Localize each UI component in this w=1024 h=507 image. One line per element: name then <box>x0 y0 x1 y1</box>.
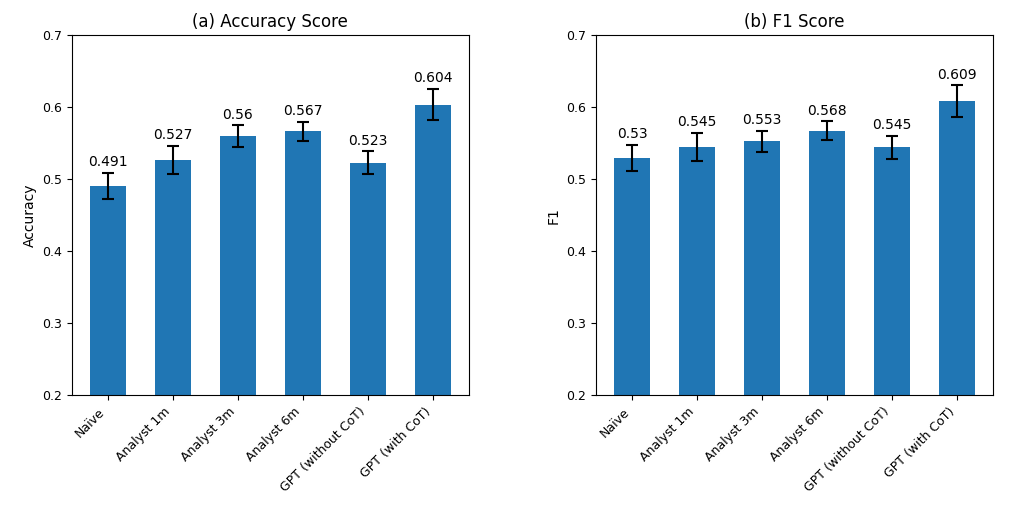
Text: 0.53: 0.53 <box>616 127 647 141</box>
Text: 0.545: 0.545 <box>677 115 717 129</box>
Bar <box>809 130 845 507</box>
Bar <box>155 160 190 507</box>
Y-axis label: Accuracy: Accuracy <box>23 184 37 247</box>
Title: (b) F1 Score: (b) F1 Score <box>744 13 845 31</box>
Bar <box>939 101 975 507</box>
Bar <box>874 147 910 507</box>
Bar <box>415 104 451 507</box>
Text: 0.56: 0.56 <box>222 108 253 122</box>
Text: 0.604: 0.604 <box>414 71 453 85</box>
Y-axis label: F1: F1 <box>547 207 561 224</box>
Text: 0.568: 0.568 <box>807 103 847 118</box>
Title: (a) Accuracy Score: (a) Accuracy Score <box>193 13 348 31</box>
Bar <box>220 136 256 507</box>
Bar <box>744 141 780 507</box>
Bar <box>350 163 386 507</box>
Text: 0.545: 0.545 <box>872 118 912 132</box>
Text: 0.609: 0.609 <box>938 67 977 82</box>
Text: 0.527: 0.527 <box>153 128 193 142</box>
Text: 0.523: 0.523 <box>348 134 388 148</box>
Text: 0.567: 0.567 <box>283 104 323 118</box>
Bar <box>614 158 650 507</box>
Bar <box>90 186 126 507</box>
Bar <box>285 131 321 507</box>
Bar <box>679 147 715 507</box>
Text: 0.491: 0.491 <box>88 156 127 169</box>
Text: 0.553: 0.553 <box>742 113 781 127</box>
